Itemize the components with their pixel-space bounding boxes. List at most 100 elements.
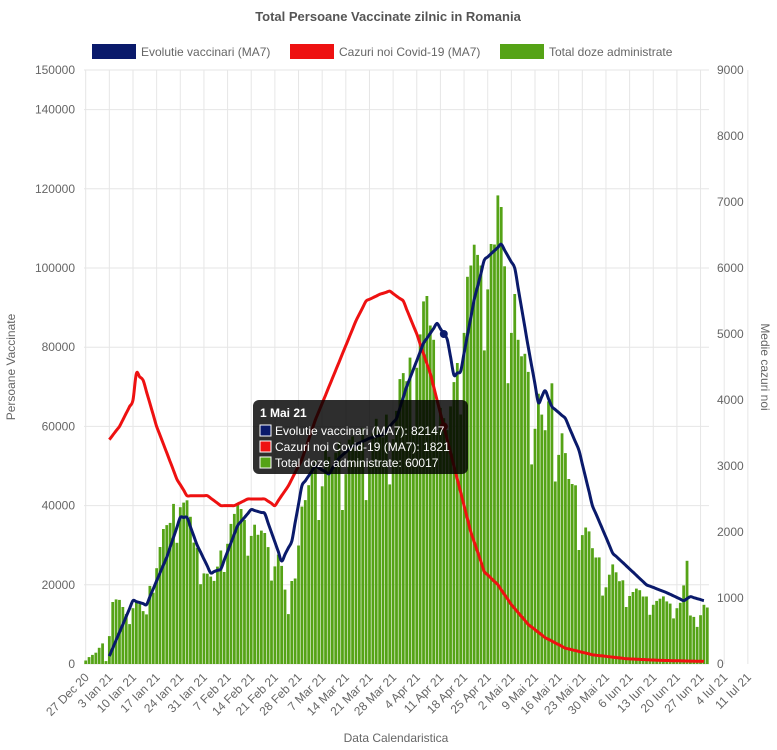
bar [324,450,327,664]
bar [155,568,159,664]
bar [219,550,223,664]
bar [293,578,297,664]
bar [202,573,206,664]
bar [472,244,476,664]
bar [168,522,172,664]
bar [158,547,162,664]
bar [205,573,209,664]
bar [452,382,456,664]
legend-swatch-doze[interactable] [500,44,544,59]
bar [317,520,321,664]
bar [601,595,604,664]
bar [216,566,219,664]
y-tick-label: 150000 [35,63,75,77]
bar [678,602,682,664]
bar [162,529,165,664]
legend-label-doze[interactable]: Total doze administrate [549,45,673,59]
bar [699,615,702,664]
bar [523,353,527,664]
bar [266,547,270,664]
y-tick-label: 40000 [42,499,76,513]
bar [516,339,520,664]
bar [232,513,236,664]
bar [543,430,547,664]
bar [134,602,138,664]
bar [138,604,142,664]
bar [513,294,517,664]
bar [185,500,189,664]
bar [668,603,672,664]
bar [462,332,466,664]
tooltip-line-doze: Total doze administrate: 60017 [275,456,439,470]
y-tick-label: 20000 [42,578,76,592]
legend-label-cazuri[interactable]: Cazuri noi Covid-19 (MA7) [339,45,480,59]
bar [378,431,381,664]
bar [175,542,179,664]
bar [398,379,402,664]
bar [476,254,479,664]
tooltip-line-cazuri: Cazuri noi Covid-19 (MA7): 1821 [275,440,450,454]
bar [283,589,287,664]
bar [368,461,371,664]
bar [84,660,88,664]
y2-tick-label: 4000 [717,393,744,407]
bar [384,414,388,664]
tooltip-title: 1 Mai 21 [260,406,307,420]
line-vaccinari [107,242,705,657]
bar [418,334,422,664]
bar [273,566,277,664]
bar [253,524,256,664]
tooltip-swatch-cazuri [259,440,272,453]
y2-tick-label: 7000 [717,195,744,209]
bar [124,614,128,664]
tooltip-swatch-doze [259,456,272,469]
bar [374,418,378,664]
bar [209,576,213,664]
hover-point-vaccinari[interactable] [439,330,448,338]
bar [243,519,246,664]
bar [107,636,111,664]
bar [300,506,304,664]
bar [263,533,267,664]
bar [695,626,699,664]
bar [361,427,365,664]
bar [172,503,175,664]
bar [604,587,608,664]
y-tick-label: 0 [68,657,75,671]
bar [689,615,692,664]
bar [648,614,652,664]
left-y-ticks: 0 20000 40000 60000 80000 100000 120000 140000 1… [35,63,75,671]
bar [239,509,243,664]
bar [405,381,409,664]
bar [533,428,537,664]
bar [94,652,98,664]
bar [489,244,493,664]
bar [445,430,449,664]
bar [249,535,253,664]
bar [553,481,557,664]
bar [587,531,591,664]
legend-swatch-cazuri[interactable] [290,44,334,59]
bar [87,657,91,664]
legend-swatch-vaccinari[interactable] [92,44,136,59]
bar [226,543,229,664]
bar [702,604,706,664]
bar [320,486,324,664]
bar [195,547,199,664]
tooltip-line-vaccinari: Evolutie vaccinari (MA7): 82147 [275,424,445,438]
bar [270,580,273,664]
bar [641,596,645,664]
bar [395,410,398,664]
bar [503,266,506,664]
bar [97,647,101,664]
bar [151,592,155,664]
bar [111,602,115,664]
bar [547,401,550,664]
legend-label-vaccinari[interactable]: Evolutie vaccinari (MA7) [141,45,270,59]
bar [199,584,202,664]
bar [442,418,446,664]
bar [401,373,405,664]
y2-axis-title: Medie cazuri noi [758,323,772,410]
bar [334,452,338,664]
